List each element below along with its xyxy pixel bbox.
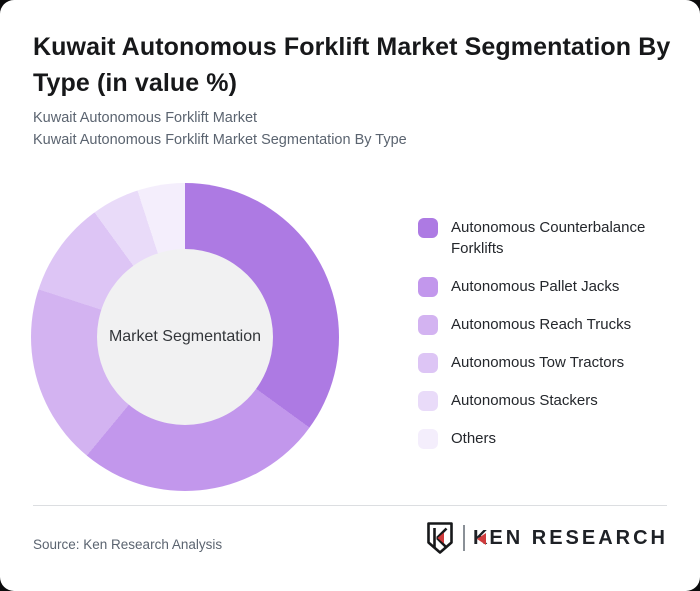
legend-label: Autonomous Pallet Jacks bbox=[451, 278, 620, 295]
legend: Autonomous Counterbalance Forklifts Auton… bbox=[418, 217, 680, 466]
subtitle-line-1: Kuwait Autonomous Forklift Market bbox=[33, 110, 258, 126]
ken-research-logo: K EN RESEARCH bbox=[425, 521, 668, 555]
wordmark-rest: EN RESEARCH bbox=[489, 526, 668, 549]
subtitle-line-2: Kuwait Autonomous Forklift Market Segmen… bbox=[33, 131, 407, 148]
chart-subtitle: Kuwait Autonomous Forklift Market Kuwait… bbox=[33, 108, 653, 151]
ken-research-wordmark: K EN RESEARCH bbox=[473, 527, 668, 550]
legend-label: Autonomous Reach Trucks bbox=[451, 316, 632, 333]
red-triangle-icon bbox=[477, 533, 487, 545]
legend-swatch bbox=[418, 391, 438, 411]
page-title-line-2: Type (in value %) bbox=[33, 69, 238, 97]
logo-divider bbox=[462, 525, 465, 551]
legend-item-autonomous-tow-tractors: Autonomous Tow Tractors bbox=[418, 352, 680, 373]
ken-research-shield-icon bbox=[427, 522, 453, 554]
legend-swatch bbox=[418, 429, 438, 449]
source-note: Source: Ken Research Analysis bbox=[33, 537, 223, 552]
legend-label: Autonomous Stackers bbox=[451, 392, 598, 409]
donut-chart: Market Segmentation bbox=[31, 183, 339, 491]
legend-label: Autonomous Tow Tractors bbox=[451, 354, 625, 371]
legend-label: Others bbox=[451, 430, 497, 447]
page-title: Kuwait Autonomous Forklift Market Segmen… bbox=[33, 29, 678, 101]
legend-swatch bbox=[418, 218, 438, 238]
legend-item-autonomous-reach-trucks: Autonomous Reach Trucks bbox=[418, 314, 680, 335]
legend-swatch bbox=[418, 353, 438, 373]
legend-item-others: Others bbox=[418, 428, 680, 449]
page-title-line-1: Kuwait Autonomous Forklift Market Segmen… bbox=[33, 33, 671, 61]
legend-label: Autonomous Counterbalance Forklifts bbox=[451, 219, 646, 257]
donut-center-label: Market Segmentation bbox=[108, 328, 262, 345]
footer-divider bbox=[33, 505, 667, 506]
legend-item-autonomous-stackers: Autonomous Stackers bbox=[418, 390, 680, 411]
legend-item-autonomous-pallet-jacks: Autonomous Pallet Jacks bbox=[418, 276, 680, 297]
legend-item-autonomous-counterbalance-forklifts: Autonomous Counterbalance Forklifts bbox=[418, 217, 680, 259]
legend-swatch bbox=[418, 315, 438, 335]
donut-center: Market Segmentation bbox=[97, 249, 273, 425]
legend-swatch bbox=[418, 277, 438, 297]
